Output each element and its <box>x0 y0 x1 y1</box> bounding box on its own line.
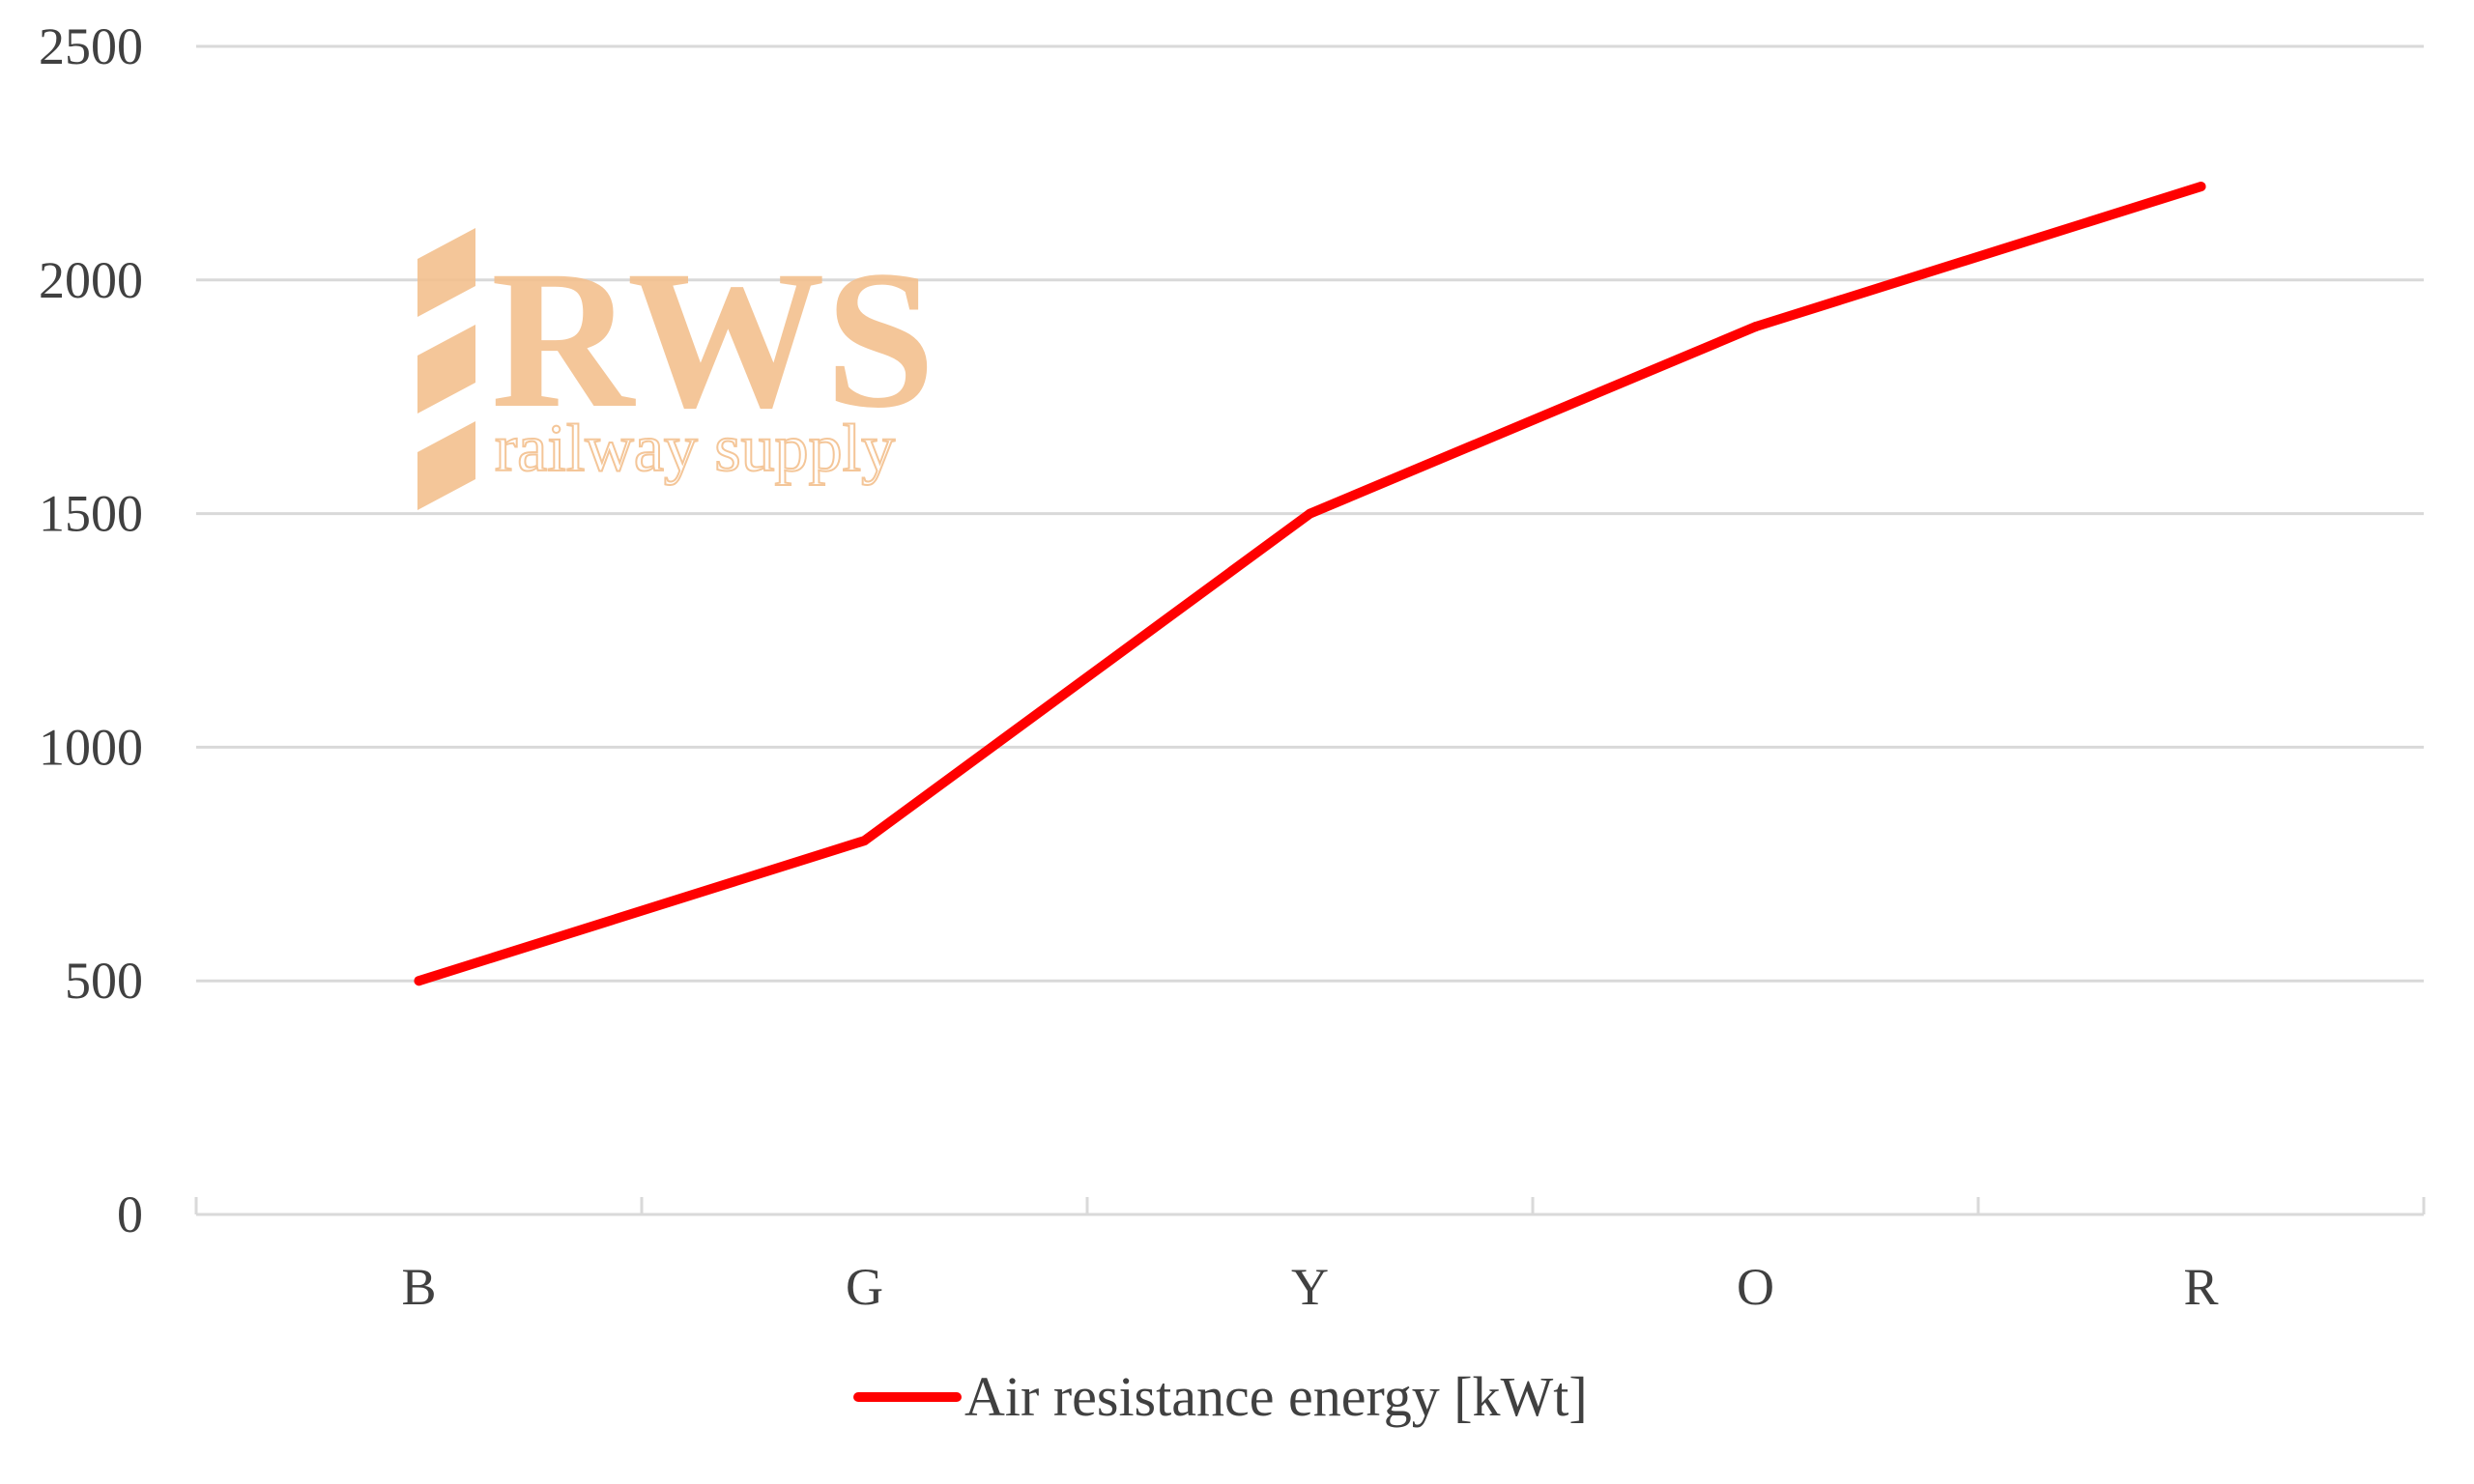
data-point-y <box>1305 508 1315 519</box>
watermark-brand: RWS <box>491 230 935 449</box>
x-tick-label-o: O <box>1737 1258 1774 1316</box>
y-tick-label: 500 <box>65 952 143 1010</box>
x-tick-label-y: Y <box>1291 1258 1329 1316</box>
rws-watermark-logo: RWS railway supply <box>417 228 935 510</box>
legend-label-air-resistance: Air resistance energy [kWt] <box>964 1365 1588 1428</box>
watermark-tagline: railway supply <box>495 412 895 486</box>
data-point-r <box>2196 182 2206 192</box>
y-tick-label: 1500 <box>39 485 143 543</box>
watermark-stripe-3 <box>417 421 475 510</box>
x-axis <box>194 1197 2426 1216</box>
watermark-stripe-2 <box>417 325 475 414</box>
data-point-o <box>1750 322 1761 332</box>
series <box>414 182 2206 986</box>
x-tick-label-b: B <box>401 1258 436 1316</box>
legend: Air resistance energy [kWt] <box>853 1365 1588 1428</box>
x-tick-label-r: R <box>2183 1258 2218 1316</box>
data-point-g <box>859 836 870 846</box>
watermark-stripe-1 <box>417 228 475 317</box>
y-tick-label: 0 <box>117 1185 143 1243</box>
y-tick-label: 2500 <box>39 17 143 75</box>
y-tick-label: 2000 <box>39 251 143 309</box>
y-tick-label: 1000 <box>39 718 143 776</box>
x-tick-label-g: G <box>846 1258 883 1316</box>
y-axis-tick-labels: 0 500 1000 1500 2000 2500 <box>39 17 143 1243</box>
data-point-b <box>414 976 424 986</box>
